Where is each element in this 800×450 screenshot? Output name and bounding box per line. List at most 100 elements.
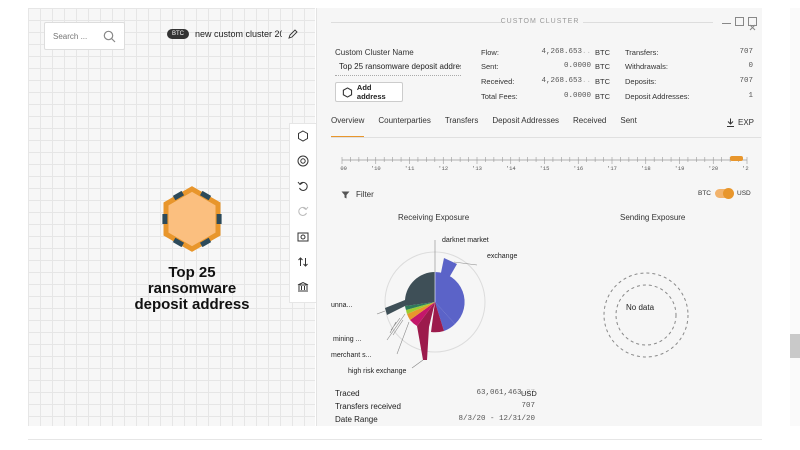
sending-outer-ring [603, 272, 689, 358]
cluster-name-label: Custom Cluster Name [335, 48, 414, 57]
pie-slice-merchant[interactable] [410, 302, 435, 326]
cluster-name[interactable]: new custom cluster 20: [195, 29, 282, 39]
stat-label: Withdrawals: [625, 62, 668, 71]
sort-arrows-icon[interactable] [296, 255, 310, 269]
summary-value: 707 [521, 402, 535, 410]
timeline-year-label: '13 [472, 165, 482, 172]
hexagon-icon [342, 86, 353, 98]
header-divider [331, 22, 501, 23]
search-icon[interactable] [103, 30, 116, 43]
target-icon[interactable] [296, 154, 310, 168]
undo-icon[interactable] [296, 179, 310, 193]
sending-exposure-title: Sending Exposure [620, 213, 686, 222]
filter-label: Filter [356, 190, 374, 199]
add-address-label: Add address [356, 83, 386, 101]
tab-received[interactable]: Received [573, 116, 607, 125]
header-divider [583, 22, 713, 23]
timeline-year-label: '20 [708, 165, 718, 172]
pie-slice-high-risk-b[interactable] [431, 302, 444, 333]
search-box[interactable] [44, 22, 125, 50]
minimize-icon[interactable] [722, 17, 731, 26]
export-button[interactable]: EXP [726, 118, 754, 127]
toggle-usd-label: USD [737, 190, 751, 197]
export-label: EXP [737, 118, 754, 127]
cluster-title: BTC new custom cluster 20: [167, 29, 298, 39]
tab-bar: Overview Counterparties Transfers Deposit A… [331, 116, 761, 138]
stat-value: 4,268.653.. [541, 48, 591, 56]
hexagon-node-icon[interactable] [160, 186, 224, 252]
exposure-charts [376, 240, 689, 369]
stat-label: Total Fees: [481, 92, 518, 101]
bank-icon[interactable] [296, 280, 310, 294]
pie-leader-lines [376, 240, 478, 369]
close-icon[interactable] [748, 17, 757, 31]
timeline-year-label: '18 [641, 165, 651, 172]
toggle-btc-label: BTC [698, 190, 711, 197]
stat-label: Deposit Addresses: [625, 92, 690, 101]
timeline-year-label: '16 [573, 165, 583, 172]
timeline-year-label: '10 [371, 165, 381, 172]
receiving-pie[interactable] [385, 258, 465, 360]
toggle-switch[interactable] [715, 188, 734, 199]
pie-label-merchant: merchant s... [331, 352, 372, 359]
tab-overview[interactable]: Overview [331, 116, 365, 138]
stat-value: 0.0000 [563, 92, 591, 100]
no-data-label: No data [626, 303, 655, 312]
stat-value: 1 [748, 92, 753, 100]
search-input[interactable] [53, 31, 103, 41]
receiving-exposure-title: Receiving Exposure [398, 213, 470, 222]
pie-label-unnamed: unna... [331, 302, 353, 309]
pie-label-darknet: darknet market [442, 237, 489, 244]
summary-value: 63,061,463.27 [476, 389, 535, 397]
hexagon-tool-icon[interactable] [296, 129, 310, 143]
tab-deposit-addresses[interactable]: Deposit Addresses [492, 116, 560, 125]
redo-icon[interactable] [296, 204, 310, 218]
pie-slice-mining[interactable] [407, 302, 435, 320]
stat-value: 707 [739, 77, 753, 85]
pie-slice-exchange[interactable] [435, 272, 465, 324]
stat-unit: BTC [595, 62, 610, 71]
cluster-name-input[interactable]: Top 25 ransomware deposit addresses [335, 62, 461, 76]
stat-value-truncation: .. [581, 48, 591, 56]
cluster-node[interactable] [160, 186, 224, 257]
timeline-range-handle[interactable] [730, 156, 743, 161]
sending-inner-ring [615, 284, 677, 346]
pie-slice-high-risk[interactable] [417, 302, 435, 360]
screenshot-icon[interactable] [296, 230, 310, 244]
stat-value: 0.0000 [563, 62, 591, 70]
stat-label: Received: [481, 77, 515, 86]
summary-label: Traced [335, 389, 360, 398]
edit-pencil-icon[interactable] [288, 29, 298, 39]
stat-label: Transfers: [625, 48, 659, 57]
filter-icon [341, 191, 350, 198]
summary-value-decimals: .27 [521, 389, 535, 397]
page-divider [28, 439, 762, 440]
panel-title: CUSTOM CLUSTER [500, 18, 580, 25]
pie-slice-small-a[interactable] [406, 302, 435, 314]
filter-button[interactable]: Filter [341, 190, 374, 199]
summary-label: Transfers received [335, 402, 401, 411]
timeline-year-label: '09 [339, 165, 347, 172]
pie-slice-unnamed[interactable] [385, 271, 435, 315]
summary-label: Date Range [335, 415, 378, 424]
summary-value: 8/3/20 - 12/31/20 [458, 415, 535, 423]
restore-icon[interactable] [735, 17, 744, 26]
scrollbar-thumb[interactable] [790, 334, 800, 358]
tab-sent[interactable]: Sent [620, 116, 637, 125]
stat-value: 0 [748, 62, 753, 70]
currency-toggle[interactable]: BTC USD [698, 188, 751, 199]
stat-unit: BTC [595, 48, 610, 57]
pie-slice-exchange-b[interactable] [435, 302, 455, 331]
tab-counterparties[interactable]: Counterparties [378, 116, 431, 125]
pie-slice-small-b[interactable] [405, 302, 435, 310]
timeline-year-label: '11 [405, 165, 416, 172]
tab-transfers[interactable]: Transfers [444, 116, 479, 125]
currency-badge: BTC [167, 29, 189, 39]
timeline-slider[interactable]: '09 '10 '11 '12 '13 '14 '15 '16 '17 '18 '19 '20 '21 [339, 155, 749, 185]
stat-value: 707 [739, 48, 753, 56]
page-scrollbar[interactable] [790, 8, 800, 426]
summary-unit: USD [521, 389, 537, 398]
pie-label-exchange: exchange [487, 253, 518, 260]
timeline-year-label: '15 [540, 165, 550, 172]
add-address-button[interactable]: Add address [335, 82, 403, 102]
